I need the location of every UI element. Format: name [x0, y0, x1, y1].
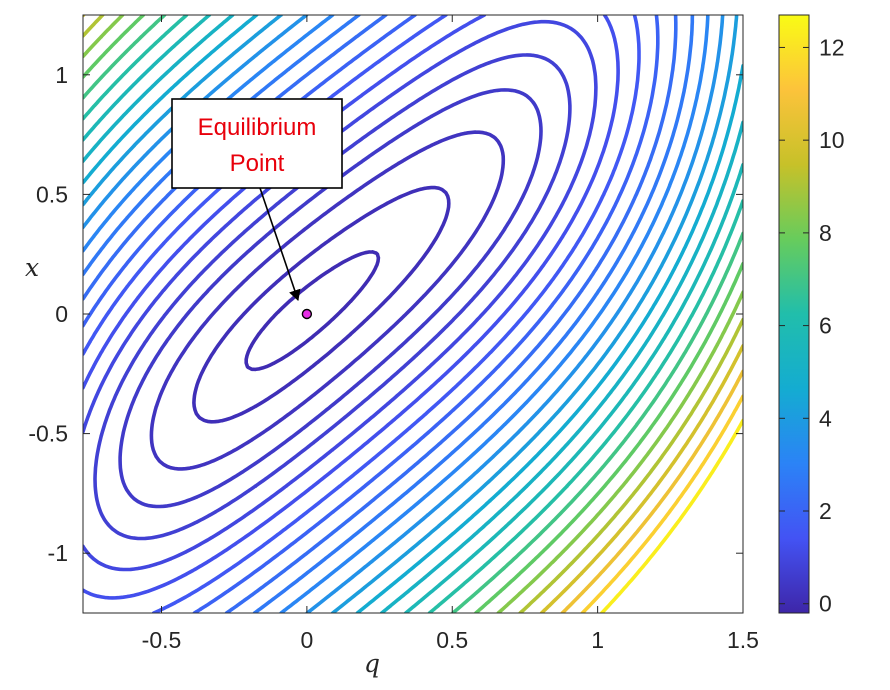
contour-level-2 [149, 130, 506, 471]
contour-lines [83, 15, 743, 613]
colorbar-ticks: 0 2 4 6 8 10 12 [779, 34, 845, 617]
colorbar-tick-label: 4 [819, 405, 832, 431]
annotation-box [171, 98, 343, 189]
annotation-arrow [259, 187, 301, 301]
x-axis-ticks: -0.5 0 0.5 1 1.5 [142, 15, 759, 653]
contour-level-20 [83, 15, 743, 613]
x-tick-label: -0.5 [142, 627, 182, 653]
colorbar-tick-label: 2 [819, 498, 832, 524]
x-tick-label: 1 [591, 627, 604, 653]
x-axis-label: q [364, 649, 380, 678]
contour-level-25 [600, 418, 743, 613]
y-tick-label: -1 [48, 540, 68, 566]
contour-level-1 [192, 185, 451, 424]
y-tick-label: 0 [55, 301, 68, 327]
contour-level-3 [118, 88, 543, 509]
y-tick-label: -0.5 [28, 421, 68, 447]
colorbar-tick-label: 6 [819, 313, 832, 339]
colorbar-tick-label: 0 [819, 591, 832, 617]
equilibrium-point-marker [301, 308, 313, 320]
contour-level-22 [83, 15, 743, 613]
contour-level-24 [580, 394, 743, 613]
contour-level-17 [83, 15, 743, 613]
y-tick-label: 1 [55, 62, 68, 88]
contour-level-15 [83, 15, 743, 613]
x-tick-label: 0.5 [436, 627, 468, 653]
contour-level-16 [83, 15, 743, 613]
annotation-line-1: Equilibrium [198, 114, 317, 141]
colorbar-tick-label: 10 [819, 127, 845, 153]
x-tick-label: 1.5 [727, 627, 759, 653]
equilibrium-annotation: Equilibrium Point [171, 98, 343, 301]
x-tick-label: 0 [300, 627, 313, 653]
contour-level-21 [83, 15, 743, 613]
colorbar [778, 14, 810, 614]
contour-level-0 [244, 250, 381, 372]
y-axis-ticks: -1 -0.5 0 0.5 1 [28, 62, 743, 566]
colorbar-tick-label: 8 [819, 220, 832, 246]
contour-level-4 [93, 53, 572, 541]
y-axis-label: x [25, 253, 39, 282]
y-tick-label: 0.5 [36, 181, 68, 207]
contour-level-19 [83, 15, 743, 613]
colorbar-tick-label: 12 [819, 34, 845, 60]
annotation-line-2: Point [230, 150, 285, 177]
